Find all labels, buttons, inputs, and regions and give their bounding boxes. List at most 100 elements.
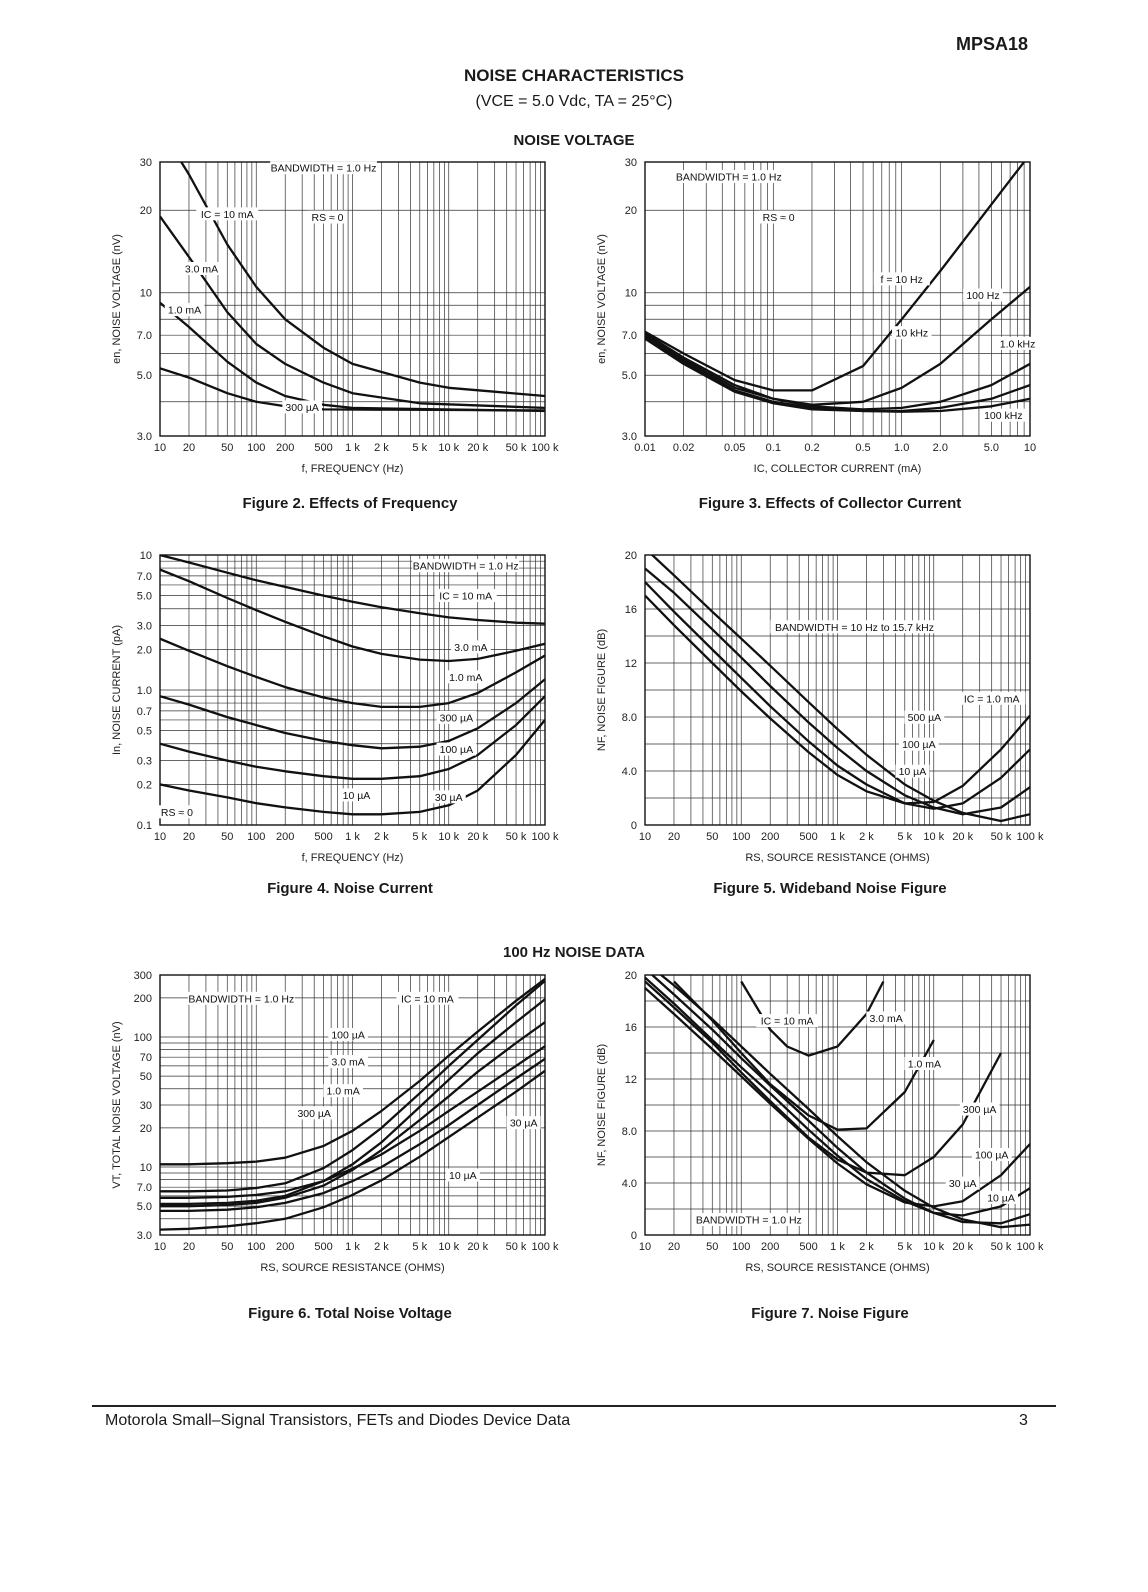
test-conditions: (VCE = 5.0 Vdc, TA = 25°C) xyxy=(475,93,673,110)
y-tick-label: 12 xyxy=(625,658,637,670)
y-tick-label: 100 xyxy=(134,1032,152,1044)
annotation-bg xyxy=(904,1057,945,1070)
annotation-label: BANDWIDTH = 10 Hz to 15.7 kHz xyxy=(775,622,934,634)
x-tick-label: 50 k xyxy=(506,442,527,454)
annotation-label: 100 kHz xyxy=(984,410,1023,422)
x-tick-label: 20 k xyxy=(467,1241,488,1253)
x-tick-label: 50 xyxy=(706,1241,718,1253)
y-tick-label: 1.0 xyxy=(137,685,152,697)
series-line xyxy=(645,162,1026,392)
hz-noise-data-heading: 100 Hz NOISE DATA xyxy=(503,944,645,961)
series-line xyxy=(645,987,1030,1208)
x-tick-label: 5.0 xyxy=(984,442,999,454)
annotation-bg xyxy=(396,991,459,1005)
x-tick-label: 100 xyxy=(247,831,265,843)
x-tick-label: 200 xyxy=(276,831,294,843)
y-tick-label: 5.0 xyxy=(137,591,152,603)
y-tick-label: 3.0 xyxy=(137,621,152,633)
x-tick-label: 10 k xyxy=(923,1241,944,1253)
x-tick-label: 50 xyxy=(221,1241,233,1253)
x-tick-label: 10 xyxy=(1024,442,1036,454)
x-tick-label: 2 k xyxy=(859,1241,874,1253)
x-tick-label: 50 k xyxy=(991,831,1012,843)
x-tick-label: 100 k xyxy=(532,1241,559,1253)
y-tick-label: 7.0 xyxy=(137,571,152,583)
part-number: MPSA18 xyxy=(955,34,1028,54)
y-tick-label: 0 xyxy=(631,1230,637,1242)
annotation-bg xyxy=(294,1106,334,1120)
annotation-label: 10 kHz xyxy=(895,328,928,340)
annotation-bg xyxy=(866,1011,906,1025)
footer-rule xyxy=(92,1405,1056,1407)
annotation-bg xyxy=(873,272,930,286)
y-tick-label: 20 xyxy=(625,205,637,217)
x-tick-label: 20 k xyxy=(467,442,488,454)
x-axis-label: f, FREQUENCY (Hz) xyxy=(302,463,404,475)
annotation-label: 300 µA xyxy=(963,1104,997,1116)
x-tick-label: 20 xyxy=(668,831,680,843)
annotation-bg xyxy=(899,737,939,751)
x-tick-label: 100 xyxy=(247,1241,265,1253)
y-tick-label: 0.7 xyxy=(137,706,152,718)
footer-text: Motorola Small–Signal Transistors, FETs … xyxy=(105,1412,571,1429)
annotation-label: 1.0 mA xyxy=(168,305,201,317)
x-tick-label: 2 k xyxy=(374,1241,389,1253)
y-tick-label: 2.0 xyxy=(137,644,152,656)
annotation-label: 1.0 mA xyxy=(908,1059,941,1071)
x-axis-label: IC, COLLECTOR CURRENT (mA) xyxy=(754,463,922,475)
annotation-bg xyxy=(181,262,222,276)
annotation-bg xyxy=(506,1116,541,1130)
x-tick-label: 1 k xyxy=(345,1241,360,1253)
annotation-bg xyxy=(895,764,930,778)
annotation-label: 30 µA xyxy=(510,1118,538,1130)
y-tick-label: 8.0 xyxy=(622,712,637,724)
series-line xyxy=(160,555,545,625)
x-tick-label: 10 xyxy=(639,831,651,843)
annotation-bg xyxy=(695,1213,803,1226)
x-tick-label: 0.01 xyxy=(634,442,655,454)
caption-fig3: Figure 3. Effects of Collector Current xyxy=(698,495,962,512)
y-tick-label: 4.0 xyxy=(622,1178,637,1190)
annotation-label: 10 µA xyxy=(343,790,371,802)
x-tick-label: 100 k xyxy=(1017,831,1044,843)
x-tick-label: 1 k xyxy=(830,831,845,843)
y-tick-label: 7.0 xyxy=(137,1182,152,1194)
caption-fig7: Figure 7. Noise Figure xyxy=(751,1305,909,1322)
plot-frame xyxy=(644,554,1031,826)
annotation-label: 100 µA xyxy=(440,744,474,756)
annotation-bg xyxy=(756,1014,819,1028)
noise-voltage-heading: NOISE VOLTAGE xyxy=(513,132,635,149)
x-tick-label: 10 k xyxy=(923,831,944,843)
annotation-label: BANDWIDTH = 1.0 Hz xyxy=(676,172,782,184)
caption-fig4: Figure 4. Noise Current xyxy=(267,880,433,897)
y-tick-label: 3.0 xyxy=(137,1230,152,1242)
x-tick-label: 10 k xyxy=(438,831,459,843)
y-tick-label: 16 xyxy=(625,1022,637,1034)
x-axis-label: f, FREQUENCY (Hz) xyxy=(302,852,404,864)
y-tick-label: 12 xyxy=(625,1074,637,1086)
series-line xyxy=(160,1057,545,1213)
x-tick-label: 1 k xyxy=(345,442,360,454)
annotation-label: IC = 10 mA xyxy=(761,1016,814,1028)
annotation-label: 3.0 mA xyxy=(454,642,487,654)
annotation-bg xyxy=(971,1148,1012,1161)
series-line xyxy=(160,367,545,412)
annotation-label: IC = 10 mA xyxy=(201,209,254,221)
y-tick-label: 3.0 xyxy=(622,431,637,443)
x-tick-label: 2 k xyxy=(374,831,389,843)
x-tick-label: 20 k xyxy=(952,831,973,843)
series-line xyxy=(645,337,1030,413)
series-line xyxy=(645,581,1030,810)
y-tick-label: 30 xyxy=(140,1100,152,1112)
plot-frame xyxy=(644,974,1031,1236)
x-tick-label: 500 xyxy=(314,1241,332,1253)
x-tick-label: 500 xyxy=(799,831,817,843)
annotation-bg xyxy=(270,161,377,175)
annotation-label: 100 Hz xyxy=(966,290,999,302)
y-tick-label: 20 xyxy=(625,970,637,982)
y-tick-label: 200 xyxy=(134,993,152,1005)
annotation-bg xyxy=(963,288,1003,302)
y-tick-label: 70 xyxy=(140,1052,152,1064)
annotation-label: 300 µA xyxy=(440,712,474,724)
